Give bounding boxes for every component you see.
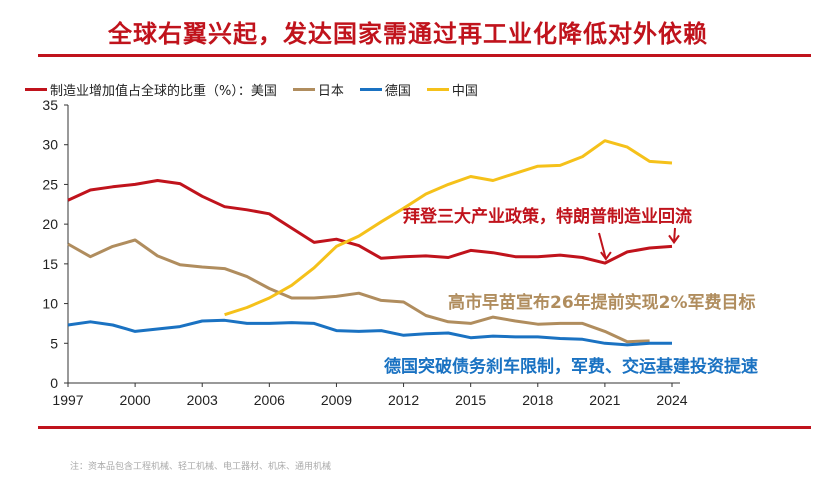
bottom-divider — [38, 426, 811, 429]
legend: 制造业增加值占全球的比重（%）： 美国 日本 德国 中国 — [25, 80, 494, 99]
legend-label: 德国 — [384, 84, 411, 99]
series-line-中国 — [224, 139, 673, 317]
x-tick-label: 2015 — [455, 392, 486, 408]
x-tick-label: 2000 — [120, 392, 151, 408]
x-tick-label: 2021 — [589, 392, 620, 408]
legend-swatch — [426, 88, 449, 91]
footnote: 注：资本品包含工程机械、轻工机械、电工器材、机床、通用机械 — [70, 462, 332, 472]
arrow-line — [598, 232, 607, 260]
x-tick-label: 2012 — [388, 392, 419, 408]
annotation-text: 拜登三大产业政策，特朗普制造业回流 — [403, 206, 692, 227]
y-tick-label: 0 — [50, 375, 58, 391]
legend-swatch — [359, 88, 382, 91]
legend-label: 日本 — [317, 84, 344, 99]
legend-swatch — [292, 88, 315, 91]
series-line-美国 — [67, 179, 673, 265]
legend-item: 制造业增加值占全球的比重（%）： 美国 — [25, 80, 277, 99]
x-tick-label: 2003 — [187, 392, 218, 408]
x-tick-label: 2006 — [254, 392, 285, 408]
annotation-text: 高市早苗宣布26年提前实现2%军费目标 — [448, 292, 756, 313]
annotation-text: 德国突破债务刹车限制，军费、交运基建投资提速 — [384, 356, 758, 377]
legend-label: 中国 — [451, 84, 478, 99]
arrow-line — [673, 227, 676, 243]
x-tick-label: 2018 — [522, 392, 553, 408]
legend-swatch — [25, 88, 47, 91]
legend-item: 中国 — [426, 80, 478, 99]
y-tick-label: 25 — [42, 176, 58, 192]
x-tick-label: 2024 — [656, 392, 687, 408]
line-chart: 0 5 10 15 20 25 30 35 1997 2000 2003 2006 2009 2012 20… — [42, 97, 758, 408]
legend-prefix: 制造业增加值占全球的比重（%）： — [50, 84, 251, 99]
x-tick-label: 1997 — [52, 392, 83, 408]
page-title: 全球右翼兴起，发达国家需通过再工业化降低对外依赖 — [108, 20, 708, 48]
series-line-日本 — [67, 238, 650, 344]
y-tick-label: 10 — [42, 296, 58, 312]
series-line-德国 — [67, 318, 672, 347]
y-tick-label: 5 — [50, 335, 58, 351]
arrow-head-icon — [600, 251, 612, 261]
y-tick-label: 15 — [42, 256, 58, 272]
legend-label: 美国 — [250, 84, 277, 99]
arrow-head-icon — [668, 234, 680, 245]
y-tick-label: 30 — [42, 137, 58, 153]
y-tick-label: 35 — [42, 97, 58, 113]
legend-item: 日本 — [292, 80, 344, 99]
y-tick-label: 20 — [42, 216, 58, 232]
x-tick-label: 2009 — [321, 392, 352, 408]
legend-item: 德国 — [359, 80, 411, 99]
title-divider — [38, 54, 811, 57]
